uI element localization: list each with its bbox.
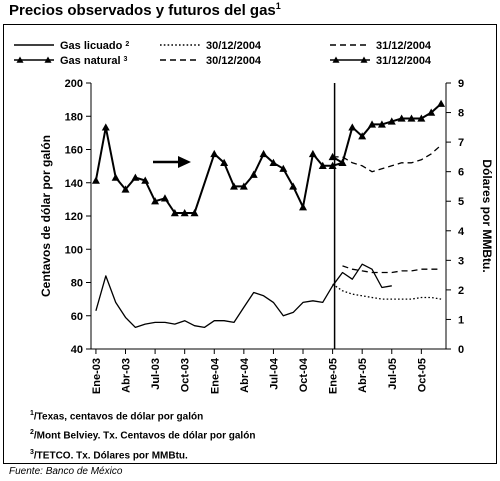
series-4-point-12	[210, 149, 219, 158]
series-6-point-3	[348, 123, 357, 131]
series-6-point-12	[437, 99, 446, 107]
x-tick-label-6: Jul-04	[268, 357, 280, 390]
legend-marker-6	[332, 56, 340, 63]
x-tick-label-9: Abr-05	[357, 358, 369, 393]
series-4-point-15	[239, 182, 248, 190]
series-4-point-16	[249, 170, 258, 178]
series-4-point-9	[170, 209, 179, 217]
legend-label-4: Gas natural 3	[60, 55, 128, 67]
y-right-tick-label-3: 3	[458, 255, 464, 267]
x-tick-label-10: Jul-05	[387, 358, 399, 390]
y-right-tick-label-8: 8	[458, 108, 464, 120]
source-note: Fuente: Banco de México	[9, 466, 123, 477]
y-right-tick-label-0: 0	[458, 344, 464, 356]
series-4-point-4	[121, 185, 130, 193]
series-4-point-18	[269, 158, 278, 166]
legend-marker-4b	[44, 56, 52, 63]
footnotes: 1/Texas, centavos de dólar por galón 2/M…	[30, 406, 255, 464]
legend-label-3: 31/12/2004	[376, 40, 432, 52]
legend-label-6: 31/12/2004	[376, 55, 432, 67]
series-4-point-22	[308, 149, 317, 158]
legend-label-1: Gas licuado 2	[60, 40, 129, 52]
series-4-point-8	[160, 194, 169, 202]
series-6-point-7	[387, 117, 396, 125]
legend-marker-6b	[360, 56, 368, 63]
series-line-2	[332, 283, 442, 300]
series-6-point-5	[368, 120, 377, 128]
y-left-tick-label-1: 60	[71, 311, 83, 323]
series-line-6	[332, 102, 442, 164]
arrow-head	[178, 156, 191, 168]
legend-label-5: 30/12/2004	[206, 55, 262, 67]
series-6-point-4	[358, 132, 367, 140]
series-line-5	[332, 144, 442, 173]
x-tick-label-1: Abr-03	[121, 358, 133, 393]
series-4-point-5	[131, 173, 140, 181]
footnote-1: 1/Texas, centavos de dólar por galón	[30, 410, 204, 423]
y-axis-right-title: Dólares por MMBtu.	[480, 159, 494, 272]
series-4-point-1	[91, 176, 100, 184]
y-right-tick-label-7: 7	[458, 137, 464, 149]
series-6-point-10	[417, 114, 426, 122]
y-left-tick-label-6: 160	[65, 145, 83, 157]
x-tick-label-7: Oct-04	[298, 357, 310, 392]
y-right-tick-label-9: 9	[458, 78, 464, 90]
x-tick-label-5: Abr-04	[239, 357, 251, 393]
y-right-tick-label-6: 6	[458, 167, 464, 179]
series-4-point-17	[259, 149, 268, 158]
legend-marker-4	[16, 56, 24, 63]
chart-frame	[3, 24, 497, 464]
series-line-1	[95, 263, 392, 329]
series-4-point-7	[151, 197, 160, 205]
series-6-point-11	[427, 108, 436, 116]
series-4-point-24	[328, 161, 337, 169]
y-left-tick-label-4: 120	[65, 211, 83, 223]
series-4-point-14	[229, 182, 238, 190]
y-left-tick-label-3: 100	[65, 244, 83, 256]
chart-title: Precios observados y futuros del gas1	[9, 1, 281, 19]
y-right-tick-label-4: 4	[458, 226, 465, 238]
series-6-point-9	[407, 114, 416, 122]
footnote-2: 2/Mont Belviey. Tx. Centavos de dólar po…	[30, 429, 256, 442]
series-4-point-21	[299, 203, 308, 211]
series-4-point-10	[180, 209, 189, 217]
y-left-tick-label-0: 40	[71, 344, 83, 356]
series-6-point-2	[338, 158, 347, 166]
y-right-tick-label-5: 5	[458, 196, 464, 208]
x-tick-label-8: Ene-05	[328, 358, 340, 394]
legend-label-2: 30/12/2004	[206, 40, 262, 52]
series-4-point-11	[190, 209, 199, 217]
series-4-point-20	[289, 182, 298, 190]
x-tick-label-0: Ene-03	[91, 358, 103, 394]
y-right-tick-label-1: 1	[458, 314, 464, 326]
x-tick-label-3: Oct-03	[180, 358, 192, 392]
series-4-point-3	[111, 173, 120, 181]
series-line-3	[342, 265, 442, 274]
series-4-point-19	[279, 164, 288, 172]
y-axis-left-title: Centavos de dólar por galón	[39, 135, 53, 297]
series-4-point-13	[220, 158, 229, 166]
series-6-point-6	[377, 120, 386, 128]
series-6-point-1	[328, 152, 337, 161]
y-left-tick-label-2: 80	[71, 278, 83, 290]
y-left-tick-label-7: 180	[65, 111, 83, 123]
series-4-point-23	[318, 161, 327, 169]
series-line-4	[94, 126, 343, 214]
x-tick-label-11: Oct-05	[416, 358, 428, 392]
y-left-tick-label-5: 140	[65, 178, 83, 190]
y-right-tick-label-2: 2	[458, 285, 464, 297]
footnote-3: 3/TETCO. Tx. Dólares por MMBtu.	[30, 448, 188, 461]
series-6-point-8	[397, 114, 406, 122]
y-left-tick-label-8: 200	[65, 78, 83, 90]
series-4-point-6	[141, 176, 150, 184]
series-4-point-2	[101, 123, 110, 131]
x-tick-label-4: Ene-04	[209, 357, 221, 394]
x-tick-label-2: Jul-03	[150, 358, 162, 390]
